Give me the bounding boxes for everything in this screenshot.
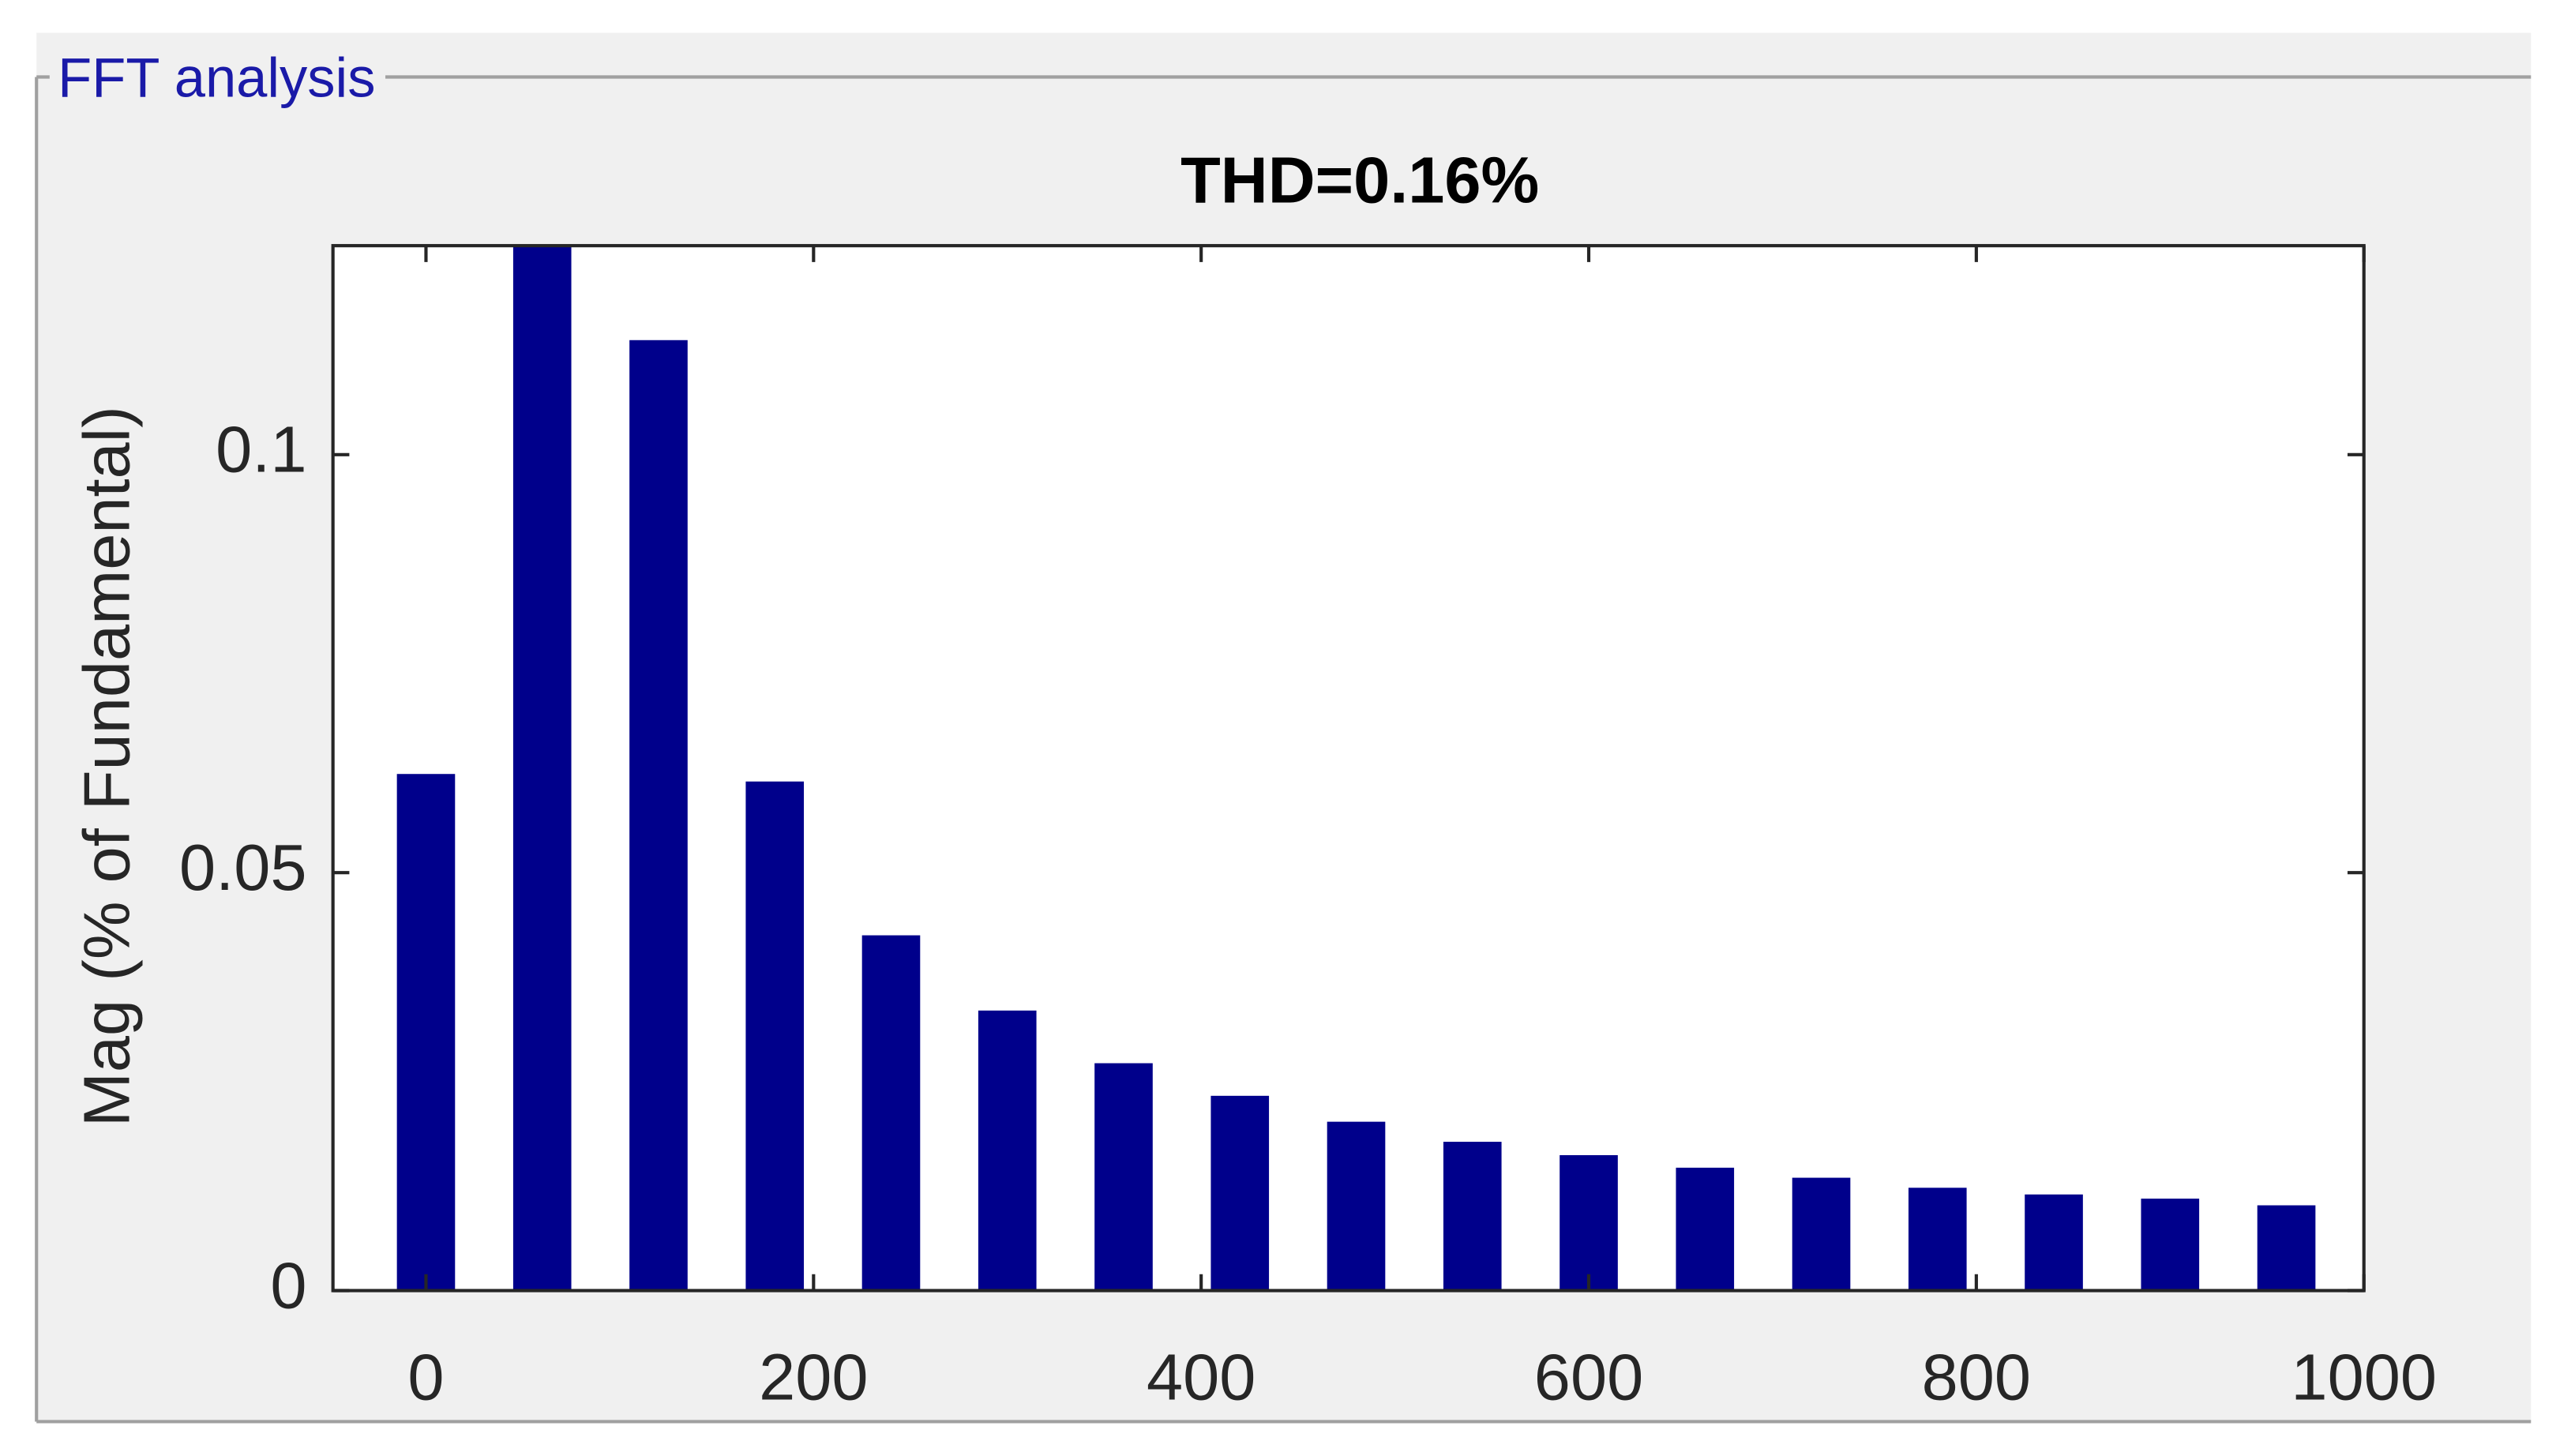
bar xyxy=(396,774,456,1291)
bar xyxy=(978,1010,1037,1291)
bar xyxy=(1559,1154,1618,1291)
bar xyxy=(1676,1167,1735,1291)
y-tick-label: 0 xyxy=(270,1248,306,1322)
bar xyxy=(2257,1205,2316,1291)
bar xyxy=(1094,1063,1153,1291)
y-tick-label: 0.1 xyxy=(216,413,306,486)
bar xyxy=(1792,1177,1851,1291)
bar xyxy=(2141,1199,2200,1291)
x-tick-label: 0 xyxy=(407,1341,444,1414)
axes-box xyxy=(331,244,2366,1293)
chart-title: THD=0.16% xyxy=(1180,143,1539,216)
bar xyxy=(1908,1188,1967,1291)
bar xyxy=(2025,1194,2083,1291)
bar xyxy=(1443,1142,1502,1291)
bar xyxy=(1210,1095,1270,1291)
panel-label: FFT analysis xyxy=(58,46,375,108)
bar xyxy=(629,340,688,1291)
x-tick-label: 600 xyxy=(1534,1341,1643,1414)
bar xyxy=(512,246,572,1291)
x-tick-label: 800 xyxy=(1922,1341,2031,1414)
bar xyxy=(1327,1121,1386,1291)
bar xyxy=(861,935,921,1291)
x-tick-label: 400 xyxy=(1147,1341,1255,1414)
x-tick-label: 1000 xyxy=(2291,1341,2437,1414)
y-axis-label: Mag (% of Fundamental) xyxy=(70,406,144,1127)
x-tick-label: 200 xyxy=(759,1341,868,1414)
y-tick-label: 0.05 xyxy=(179,831,306,904)
bar xyxy=(745,781,805,1291)
